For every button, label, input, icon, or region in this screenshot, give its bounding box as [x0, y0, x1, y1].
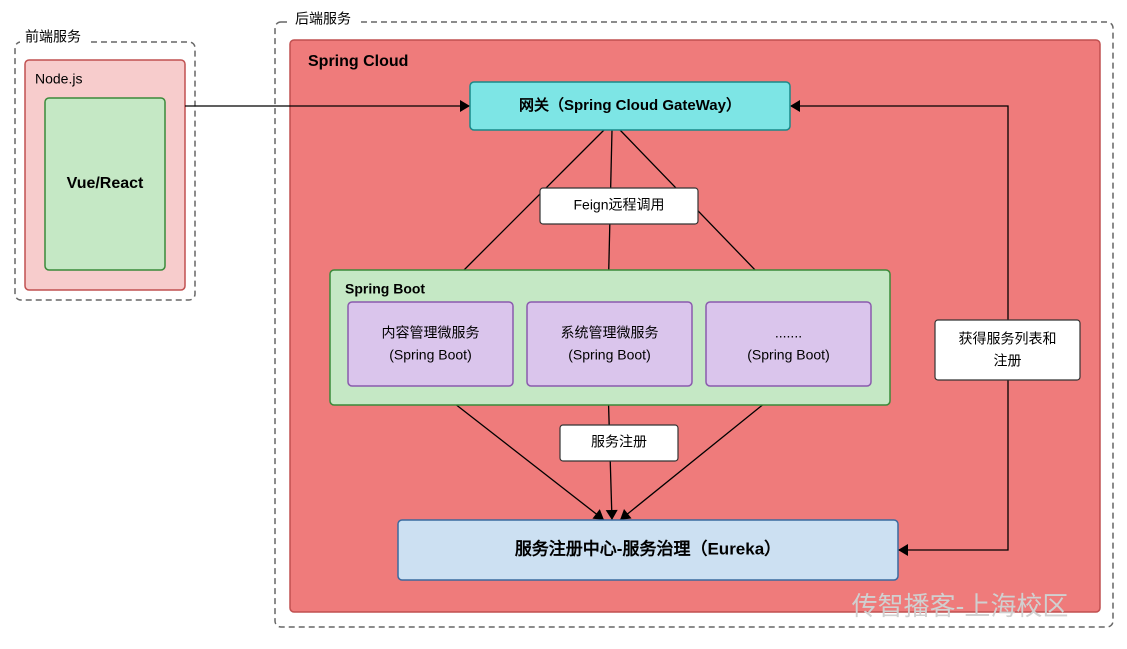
watermark: 传智播客-上海校区 [852, 591, 1069, 621]
microservice-box-0 [348, 302, 513, 386]
sidelabel-line1: 获得服务列表和 [959, 331, 1057, 347]
microservice-box-1 [527, 302, 692, 386]
sidelabel-line2: 注册 [994, 353, 1022, 369]
microservice-label-0-line1: 内容管理微服务 [382, 325, 480, 341]
springboot-label: Spring Boot [345, 281, 425, 297]
sidelabel-box [935, 320, 1080, 380]
diagram-canvas: 前端服务 Node.js Vue/React 后端服务 Spring Cloud 网关（S… [0, 0, 1127, 649]
eureka-label: 服务注册中心-服务治理（Eureka） [515, 538, 781, 558]
microservice-label-2-line1: ....... [775, 325, 802, 341]
microservice-label-0-line2: (Spring Boot) [389, 347, 471, 363]
microservice-label-2-line2: (Spring Boot) [747, 347, 829, 363]
gateway-label: 网关（Spring Cloud GateWay） [519, 96, 741, 114]
vue-react-label: Vue/React [67, 175, 144, 192]
backend-label: 后端服务 [295, 11, 351, 27]
register-label: 服务注册 [591, 434, 647, 450]
microservice-label-1-line1: 系统管理微服务 [561, 325, 659, 341]
microservice-box-2 [706, 302, 871, 386]
feign-label: Feign远程调用 [573, 197, 664, 213]
nodejs-label: Node.js [35, 71, 82, 87]
springcloud-label: Spring Cloud [308, 53, 408, 70]
frontend-label: 前端服务 [25, 29, 81, 45]
microservice-label-1-line2: (Spring Boot) [568, 347, 650, 363]
